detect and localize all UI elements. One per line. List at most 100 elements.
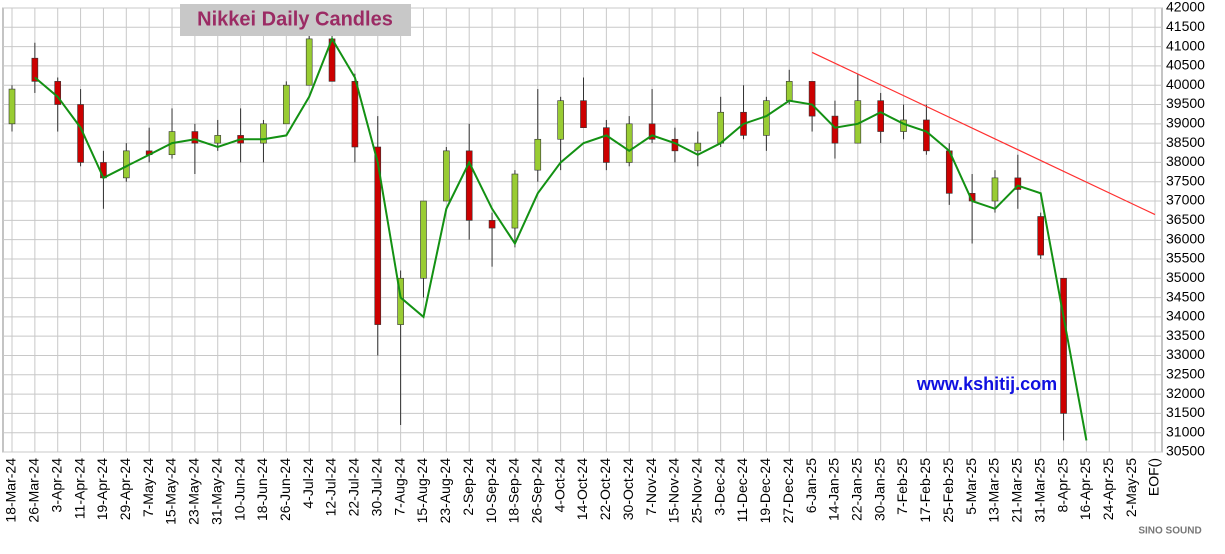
x-tick-label: 3-Apr-24 <box>48 458 64 513</box>
candle-body <box>923 119 930 152</box>
y-tick-label: 33500 <box>1166 327 1205 343</box>
candle-body <box>694 142 702 152</box>
candle-body <box>877 100 884 132</box>
x-tick-label: 5-Mar-25 <box>963 458 979 515</box>
candle-body <box>214 135 222 144</box>
y-tick-label: 33000 <box>1166 346 1205 362</box>
candle-body <box>260 123 267 144</box>
candle-body <box>511 173 519 229</box>
x-tick-label: 15-Aug-24 <box>414 458 430 524</box>
y-tick-label: 36500 <box>1166 211 1205 227</box>
marks <box>8 11 1156 441</box>
candle-body <box>374 146 382 325</box>
x-tick-label: 14-Oct-24 <box>574 458 590 520</box>
x-tick-label: 26-Mar-24 <box>26 458 42 523</box>
candle-body <box>557 100 564 140</box>
y-tick-label: 37000 <box>1166 192 1205 208</box>
candle-body <box>305 38 313 86</box>
candle-body <box>1037 216 1044 256</box>
y-tick-label: 40500 <box>1166 57 1205 73</box>
y-tick-label: 37500 <box>1166 172 1205 188</box>
x-tick-label: 11-Apr-24 <box>71 458 87 519</box>
candle-body <box>443 150 450 202</box>
y-tick-label: 31500 <box>1166 404 1205 420</box>
x-tick-label: 4-Jul-24 <box>300 458 316 509</box>
y-tick-label: 40000 <box>1166 76 1205 92</box>
x-tick-label: 4-Oct-24 <box>551 458 567 513</box>
y-tick-label: 42000 <box>1166 0 1205 15</box>
logo: SINO SOUND <box>1138 526 1201 537</box>
moving-average <box>34 36 1088 441</box>
candle-body <box>1014 177 1022 190</box>
candle-body <box>31 57 39 82</box>
x-tick-label: EOF() <box>1146 458 1162 496</box>
x-tick-label: 18-Sep-24 <box>506 458 522 524</box>
x-tick-label: 30-Jan-25 <box>871 458 887 521</box>
candle-body <box>488 220 496 229</box>
x-tick-label: 17-Feb-25 <box>917 458 933 523</box>
x-tick-label: 27-Dec-24 <box>780 458 796 524</box>
x-tick-label: 10-Sep-24 <box>483 458 499 524</box>
x-tick-label: 25-Feb-25 <box>940 458 956 523</box>
x-tick-label: 22-Jul-24 <box>346 458 362 517</box>
x-tick-label: 24-Apr-25 <box>1100 458 1116 520</box>
candle-body <box>1060 277 1067 414</box>
candle-body <box>8 88 16 125</box>
candle-body <box>785 81 793 101</box>
candle-body <box>283 84 290 125</box>
x-tick-label: 18-Mar-24 <box>3 458 19 523</box>
x-tick-label: 2-Sep-24 <box>460 458 476 516</box>
annotation: www.kshitij.com <box>916 374 1057 394</box>
x-tick-label: 19-Dec-24 <box>757 458 773 524</box>
candle-body <box>991 177 999 202</box>
candle-body <box>420 200 427 279</box>
y-tick-label: 32000 <box>1166 385 1205 401</box>
candle-body <box>534 138 542 171</box>
x-tick-label: 7-Aug-24 <box>391 458 407 516</box>
trendline <box>811 51 1156 216</box>
candle-body <box>191 131 199 144</box>
y-tick-label: 38000 <box>1166 153 1205 169</box>
y-tick-label: 36000 <box>1166 230 1205 246</box>
x-tick-label: 30-Oct-24 <box>620 458 636 520</box>
y-tick-label: 39500 <box>1166 95 1205 111</box>
y-tick-label: 41000 <box>1166 37 1205 53</box>
x-tick-label: 19-Apr-24 <box>94 458 110 520</box>
candle-body <box>603 127 610 163</box>
candle-body <box>580 100 587 128</box>
x-tick-label: 15-May-24 <box>163 458 179 525</box>
x-tick-label: 3-Dec-24 <box>711 458 727 516</box>
x-tick-label: 13-Mar-25 <box>986 458 1002 523</box>
x-tick-label: 31-May-24 <box>208 458 224 525</box>
x-tick-label: 7-Feb-25 <box>894 458 910 515</box>
y-tick-label: 35000 <box>1166 269 1205 285</box>
x-tick-label: 14-Jan-25 <box>826 458 842 521</box>
x-tick-label: 25-Nov-24 <box>689 458 705 524</box>
x-tick-label: 12-Jul-24 <box>323 458 339 517</box>
candle-body <box>351 81 359 148</box>
x-tick-label: 31-Mar-25 <box>1031 458 1047 523</box>
candle-body <box>763 100 770 136</box>
candle-body <box>717 111 724 144</box>
x-tick-label: 26-Jun-24 <box>277 458 293 521</box>
x-tick-label: 23-Aug-24 <box>437 458 453 524</box>
x-tick-label: 7-May-24 <box>140 458 156 517</box>
x-tick-label: 22-Oct-24 <box>597 458 613 520</box>
x-tick-label: 23-May-24 <box>186 458 202 525</box>
x-tick-label: 7-Nov-24 <box>643 458 659 516</box>
title-box <box>180 4 411 36</box>
x-tick-label: 8-Apr-25 <box>1054 458 1070 513</box>
x-tick-label: 22-Jan-25 <box>849 458 865 521</box>
x-tick-label: 16-Apr-25 <box>1077 458 1093 520</box>
candle-body <box>54 81 62 105</box>
x-tick-label: 30-Jul-24 <box>368 458 384 517</box>
candle-body <box>831 115 839 144</box>
x-tick-label: 2-May-25 <box>1123 458 1139 517</box>
x-tick-label: 21-Mar-25 <box>1009 458 1025 523</box>
x-tick-label: 26-Sep-24 <box>528 458 544 524</box>
y-tick-label: 39000 <box>1166 115 1205 131</box>
y-tick-label: 31000 <box>1166 423 1205 439</box>
chart-title: Nikkei Daily Candles <box>197 8 393 30</box>
x-tick-label: 15-Nov-24 <box>666 458 682 524</box>
